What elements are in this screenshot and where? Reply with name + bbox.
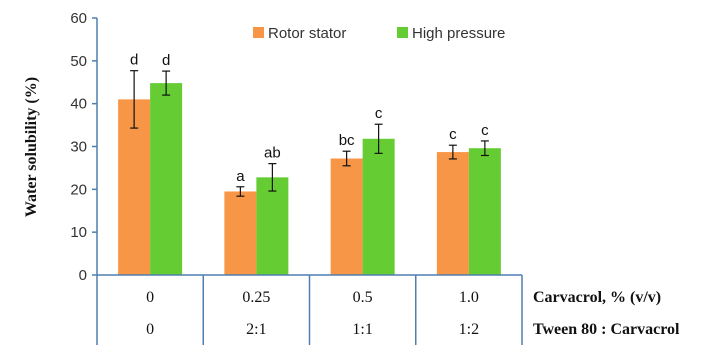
bar [256, 177, 289, 275]
significance-label: c [481, 122, 489, 139]
y-tick-label: 0 [79, 267, 87, 284]
category-label: 1:1 [352, 321, 372, 338]
category-label: 1.0 [459, 289, 479, 306]
significance-label: ab [264, 145, 281, 162]
category-label: 0 [146, 289, 154, 306]
significance-label: c [375, 105, 383, 122]
significance-label: c [449, 126, 457, 143]
legend-swatch [253, 27, 264, 38]
legend: Rotor stator High pressure [253, 25, 505, 42]
category-label: 2:1 [246, 321, 266, 338]
bar [330, 158, 363, 275]
significance-label: d [130, 52, 138, 69]
category-label: 0.5 [353, 289, 373, 306]
category-row-label: Carvacrol, % (v/v) [533, 289, 661, 306]
y-tick-label: 60 [70, 10, 87, 27]
bar [150, 83, 183, 276]
significance-label: d [162, 52, 170, 69]
legend-swatch [397, 27, 408, 38]
y-tick-label: 50 [70, 53, 87, 70]
significance-label: bc [339, 132, 355, 149]
y-tick-label: 20 [70, 181, 87, 198]
category-row-label: Tween 80 : Carvacrol [533, 321, 680, 338]
y-tick-label: 30 [70, 139, 87, 156]
x-axis-table: 0 0.25 0.5 1.0 Carvacrol, % (v/v) 0 2:1 1:1 1:2 T… [97, 274, 680, 345]
legend-label: Rotor stator [268, 25, 346, 42]
y-tick-label: 40 [70, 96, 87, 113]
y-axis-label: Water solubility (%) [23, 77, 40, 217]
bar [436, 152, 469, 275]
y-axis: 0 10 20 30 40 50 60 [70, 10, 98, 345]
bar [362, 138, 395, 275]
bar [468, 148, 501, 275]
category-label: 0.25 [242, 289, 270, 306]
legend-label: High pressure [412, 25, 505, 42]
bar [224, 191, 257, 275]
significance-label: a [236, 168, 245, 185]
category-label: 1:2 [459, 321, 479, 338]
category-label: 0 [146, 321, 154, 338]
y-tick-label: 10 [70, 224, 87, 241]
